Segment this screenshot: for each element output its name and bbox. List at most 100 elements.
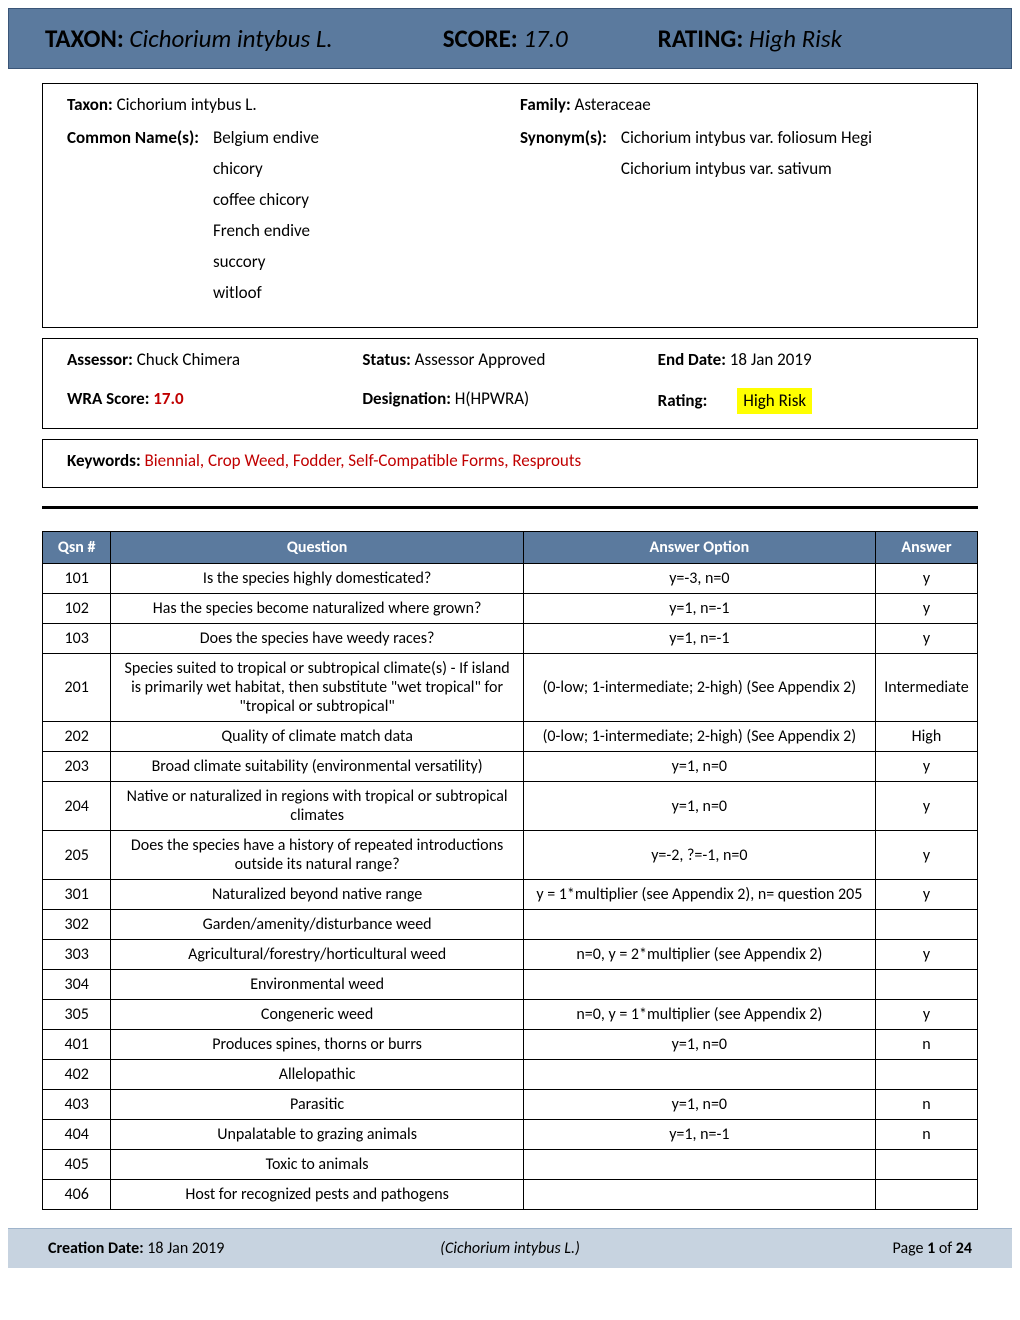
- table-row: 305Congeneric weedn=0, y = 1*multiplier …: [43, 1000, 978, 1030]
- cell-answer: [875, 1150, 977, 1180]
- status-field: Status: Assessor Approved: [362, 349, 657, 372]
- cell-answer: y: [875, 752, 977, 782]
- cell-qsn: 305: [43, 1000, 111, 1030]
- designation-value: H(HPWRA): [455, 388, 529, 409]
- cell-option: n=0, y = 2*multiplier (see Appendix 2): [523, 940, 875, 970]
- common-names-label: Common Name(s):: [67, 127, 199, 313]
- table-row: 201Species suited to tropical or subtrop…: [43, 654, 978, 722]
- wra-field: WRA Score: 17.0: [67, 388, 362, 415]
- table-row: 403Parasiticy=1, n=0n: [43, 1090, 978, 1120]
- cell-option: y=1, n=-1: [523, 624, 875, 654]
- footer-creation: Creation Date: 18 Jan 2019: [48, 1239, 356, 1258]
- cell-question: Naturalized beyond native range: [111, 880, 523, 910]
- cell-answer: [875, 970, 977, 1000]
- cell-answer: [875, 1180, 977, 1210]
- assessor-label: Assessor:: [67, 349, 133, 370]
- cell-answer: n: [875, 1030, 977, 1060]
- wra-value: 17.0: [153, 388, 183, 409]
- header-taxon-value: Cichorium intybus L.: [129, 23, 332, 54]
- cell-option: n=0, y = 1*multiplier (see Appendix 2): [523, 1000, 875, 1030]
- table-row: 204Native or naturalized in regions with…: [43, 782, 978, 831]
- divider: [42, 506, 978, 509]
- cell-question: Agricultural/forestry/horticultural weed: [111, 940, 523, 970]
- cell-qsn: 406: [43, 1180, 111, 1210]
- cell-qsn: 301: [43, 880, 111, 910]
- table-row: 103Does the species have weedy races?y=1…: [43, 624, 978, 654]
- common-names-list: Belgium endivechicorycoffee chicoryFrenc…: [213, 127, 319, 313]
- common-names-field: Common Name(s): Belgium endive chicory cof…: [67, 127, 500, 313]
- th-qsn: Qsn #: [43, 532, 111, 564]
- header-rating-value: High Risk: [749, 23, 842, 54]
- cell-answer: y: [875, 564, 977, 594]
- table-row: 102Has the species become naturalized wh…: [43, 594, 978, 624]
- cell-option: y=1, n=0: [523, 1090, 875, 1120]
- cell-question: Produces spines, thorns or burrs: [111, 1030, 523, 1060]
- cell-question: Garden/amenity/disturbance weed: [111, 910, 523, 940]
- cell-question: Environmental weed: [111, 970, 523, 1000]
- cell-qsn: 203: [43, 752, 111, 782]
- cell-question: Allelopathic: [111, 1060, 523, 1090]
- family-field: Family: Asteraceae: [520, 94, 953, 117]
- cell-qsn: 302: [43, 910, 111, 940]
- footer-page-label: Page: [893, 1239, 924, 1258]
- cell-qsn: 202: [43, 722, 111, 752]
- cell-question: Is the species highly domesticated?: [111, 564, 523, 594]
- cell-answer: y: [875, 624, 977, 654]
- common-name-item: coffee chicory: [213, 189, 319, 212]
- common-name-item: chicory: [213, 158, 319, 181]
- header-score-value: 17.0: [523, 23, 567, 54]
- footer-bar: Creation Date: 18 Jan 2019 (Cichorium in…: [8, 1228, 1012, 1268]
- table-row: 304Environmental weed: [43, 970, 978, 1000]
- taxon-label: Taxon:: [67, 94, 113, 115]
- cell-option: (0-low; 1-intermediate; 2-high) (See App…: [523, 654, 875, 722]
- cell-qsn: 103: [43, 624, 111, 654]
- assessor-value: Chuck Chimera: [137, 349, 240, 370]
- table-row: 405Toxic to animals: [43, 1150, 978, 1180]
- cell-question: Parasitic: [111, 1090, 523, 1120]
- cell-qsn: 201: [43, 654, 111, 722]
- cell-answer: n: [875, 1090, 977, 1120]
- header-score-label: SCORE: [443, 23, 511, 54]
- assessor-field: Assessor: Chuck Chimera: [67, 349, 362, 372]
- cell-option: (0-low; 1-intermediate; 2-high) (See App…: [523, 722, 875, 752]
- table-row: 401Produces spines, thorns or burrsy=1, …: [43, 1030, 978, 1060]
- table-row: 404Unpalatable to grazing animalsy=1, n=…: [43, 1120, 978, 1150]
- cell-question: Quality of climate match data: [111, 722, 523, 752]
- family-value: Asteraceae: [575, 94, 651, 115]
- synonym-item: Cichorium intybus var. foliosum Hegi: [621, 127, 872, 150]
- cell-qsn: 304: [43, 970, 111, 1000]
- keywords-box: Keywords: Biennial, Crop Weed, Fodder, S…: [42, 439, 978, 488]
- cell-answer: y: [875, 831, 977, 880]
- status-value: Assessor Approved: [415, 349, 546, 370]
- th-option: Answer Option: [523, 532, 875, 564]
- header-taxon-label: TAXON: [45, 23, 117, 54]
- status-label: Status:: [362, 349, 411, 370]
- cell-option: y=1, n=-1: [523, 594, 875, 624]
- enddate-field: End Date: 18 Jan 2019: [658, 349, 953, 372]
- table-row: 301Naturalized beyond native rangey = 1*…: [43, 880, 978, 910]
- synonyms-field: Synonym(s): Cichorium intybus var. folio…: [520, 127, 953, 313]
- cell-answer: High: [875, 722, 977, 752]
- cell-option: y = 1*multiplier (see Appendix 2), n= qu…: [523, 880, 875, 910]
- cell-option: y=1, n=0: [523, 752, 875, 782]
- table-header-row: Qsn # Question Answer Option Answer: [43, 532, 978, 564]
- cell-option: [523, 970, 875, 1000]
- header-rating: RATING: High Risk: [658, 23, 842, 54]
- cell-question: Does the species have weedy races?: [111, 624, 523, 654]
- cell-option: y=-3, n=0: [523, 564, 875, 594]
- cell-qsn: 401: [43, 1030, 111, 1060]
- cell-answer: y: [875, 940, 977, 970]
- footer-page-total: 24: [956, 1239, 972, 1258]
- cell-qsn: 102: [43, 594, 111, 624]
- cell-qsn: 402: [43, 1060, 111, 1090]
- common-name-item: Belgium endive: [213, 127, 319, 150]
- family-label: Family:: [520, 94, 571, 115]
- cell-option: [523, 1060, 875, 1090]
- rating-label: Rating:: [658, 390, 708, 413]
- cell-question: Native or naturalized in regions with tr…: [111, 782, 523, 831]
- cell-answer: y: [875, 1000, 977, 1030]
- cell-question: Does the species have a history of repea…: [111, 831, 523, 880]
- cell-question: Has the species become naturalized where…: [111, 594, 523, 624]
- table-row: 205Does the species have a history of re…: [43, 831, 978, 880]
- keywords-label: Keywords:: [67, 450, 145, 471]
